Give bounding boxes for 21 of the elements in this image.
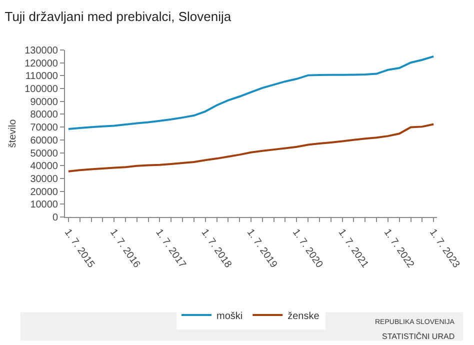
legend-label: ženske — [288, 310, 320, 322]
line-series — [67, 55, 435, 130]
text: STATISTIČNI URAD — [382, 332, 455, 341]
y-tick-label: 50000 — [30, 148, 58, 160]
y-tick-label: 10000 — [30, 200, 58, 211]
y-tick-label: 130000 — [24, 46, 58, 56]
y-tick-label: 80000 — [30, 110, 58, 121]
y-tick-label: 90000 — [30, 96, 58, 108]
legend-label: moški — [216, 310, 243, 322]
y-tick-label: 120000 — [24, 58, 58, 70]
y-tick-label: 100000 — [24, 84, 58, 96]
y-tick-label: 40000 — [30, 161, 58, 172]
y-axis-title: število — [8, 118, 19, 148]
y-tick-label: 30000 — [30, 174, 58, 185]
line-series — [67, 123, 435, 172]
chart-title: Tuji državljani med prebivalci, Slovenija — [4, 9, 232, 24]
y-tick-label: 0 — [52, 212, 58, 224]
y-tick-label: 110000 — [25, 71, 58, 82]
y-tick-label: 70000 — [30, 122, 58, 134]
y-tick-label: 20000 — [30, 186, 58, 198]
y-tick-label: 60000 — [30, 135, 58, 146]
